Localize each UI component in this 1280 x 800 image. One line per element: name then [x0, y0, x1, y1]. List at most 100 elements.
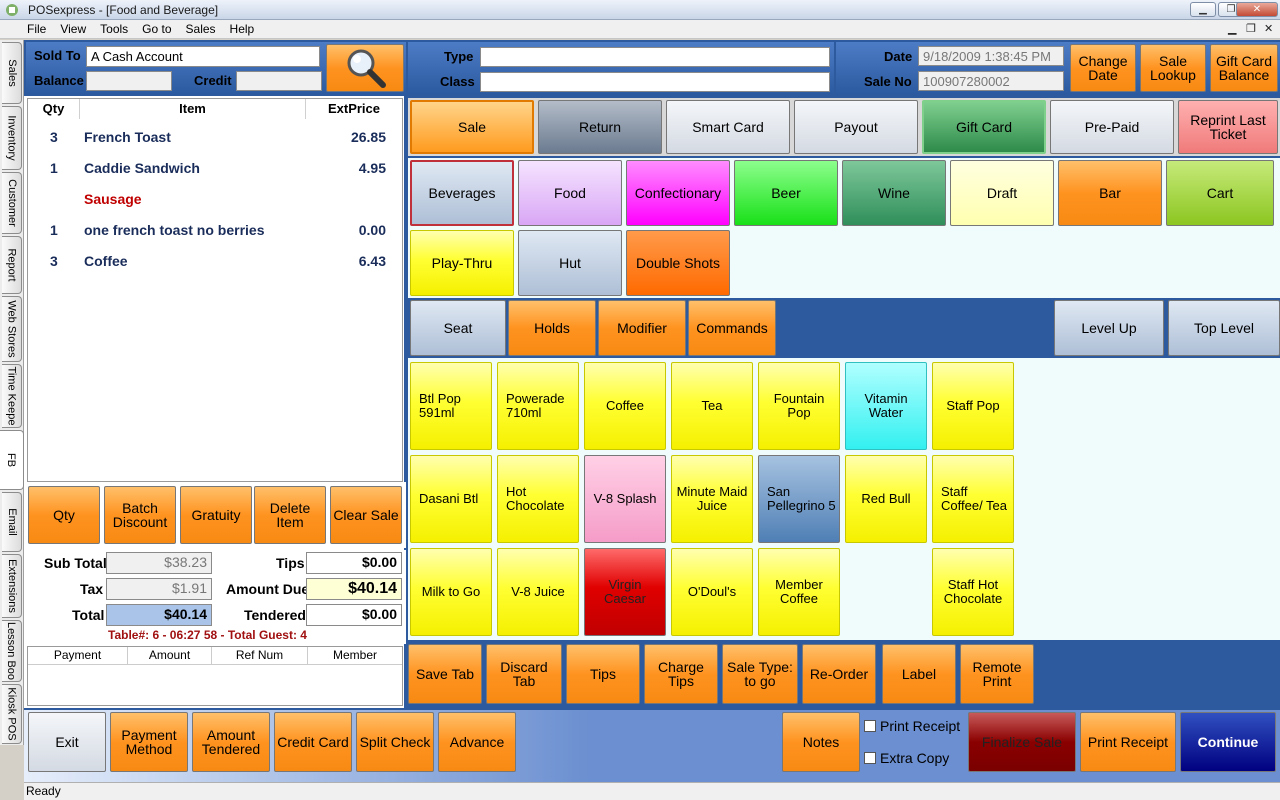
item-virgin-caesar[interactable]: Virgin Caesar: [584, 548, 666, 636]
search-button[interactable]: [326, 44, 404, 92]
side-tab-fb[interactable]: FB: [0, 430, 24, 490]
side-tab-report[interactable]: Report: [2, 236, 22, 294]
amount-tendered-button[interactable]: Amount Tendered: [192, 712, 270, 772]
notes-button[interactable]: Notes: [782, 712, 860, 772]
continue-button[interactable]: Continue: [1180, 712, 1276, 772]
item-milk-to-go[interactable]: Milk to Go: [410, 548, 492, 636]
payout-button[interactable]: Payout: [794, 100, 918, 154]
item-v8-juice[interactable]: V-8 Juice: [497, 548, 579, 636]
mdi-minimize-icon[interactable]: ▁: [1228, 23, 1237, 35]
side-tab-inventory[interactable]: Inventory: [2, 106, 22, 170]
category-wine[interactable]: Wine: [842, 160, 946, 226]
tips-button[interactable]: Tips: [566, 644, 640, 704]
top-level-button[interactable]: Top Level: [1168, 300, 1280, 356]
table-row[interactable]: 1 one french toast no berries 0.00: [50, 222, 386, 238]
qty-button[interactable]: Qty: [28, 486, 100, 544]
category-double-shots[interactable]: Double Shots: [626, 230, 730, 296]
mdi-close-icon[interactable]: ✕: [1264, 23, 1274, 35]
menu-view[interactable]: View: [60, 22, 87, 36]
category-food[interactable]: Food: [518, 160, 622, 226]
sale-lookup-button[interactable]: Sale Lookup: [1140, 44, 1206, 92]
tips-field[interactable]: $0.00: [306, 552, 402, 574]
commands-button[interactable]: Commands: [688, 300, 776, 356]
remote-print-button[interactable]: Remote Print: [960, 644, 1034, 704]
category-hut[interactable]: Hut: [518, 230, 622, 296]
side-tab-extensions[interactable]: Extensions: [2, 554, 22, 618]
advance-button[interactable]: Advance: [438, 712, 516, 772]
item-hot-chocolate[interactable]: Hot Chocolate: [497, 455, 579, 543]
category-play-thru[interactable]: Play-Thru: [410, 230, 514, 296]
minimize-icon[interactable]: ▁: [1190, 2, 1216, 17]
category-beer[interactable]: Beer: [734, 160, 838, 226]
batch-discount-button[interactable]: Batch Discount: [104, 486, 176, 544]
exit-button[interactable]: Exit: [28, 712, 106, 772]
item-san-pellegrino[interactable]: San Pellegrino 5: [758, 455, 840, 543]
credit-card-button[interactable]: Credit Card: [274, 712, 352, 772]
item-staff-hot-chocolate[interactable]: Staff Hot Chocolate: [932, 548, 1014, 636]
clear-sale-button[interactable]: Clear Sale: [330, 486, 402, 544]
seat-button[interactable]: Seat: [410, 300, 506, 356]
finalize-sale-button[interactable]: Finalize Sale: [968, 712, 1076, 772]
item-dasani[interactable]: Dasani Btl: [410, 455, 492, 543]
side-tab-customer[interactable]: Customer: [2, 172, 22, 234]
return-button[interactable]: Return: [538, 100, 662, 154]
menu-sales[interactable]: Sales: [185, 22, 216, 36]
item-fountain-pop[interactable]: Fountain Pop: [758, 362, 840, 450]
side-tab-time-keeper[interactable]: Time Keepe: [2, 364, 22, 428]
re-order-button[interactable]: Re-Order: [802, 644, 876, 704]
print-receipt-checkbox[interactable]: [864, 720, 876, 732]
item-odouls[interactable]: O'Doul's: [671, 548, 753, 636]
gratuity-button[interactable]: Gratuity: [180, 486, 252, 544]
class-field[interactable]: [480, 72, 830, 92]
side-tab-lesson-book[interactable]: Lesson Boo: [2, 620, 22, 682]
item-red-bull[interactable]: Red Bull: [845, 455, 927, 543]
label-button[interactable]: Label: [882, 644, 956, 704]
sale-button[interactable]: Sale: [410, 100, 534, 154]
category-beverages[interactable]: Beverages: [410, 160, 514, 226]
item-btl-pop[interactable]: Btl Pop 591ml: [410, 362, 492, 450]
side-tab-email[interactable]: Email: [2, 492, 22, 552]
extra-copy-checkbox[interactable]: [864, 752, 876, 764]
table-row-modifier[interactable]: Sausage: [84, 191, 142, 207]
type-field[interactable]: [480, 47, 830, 67]
item-staff-pop[interactable]: Staff Pop: [932, 362, 1014, 450]
menu-tools[interactable]: Tools: [100, 22, 129, 36]
holds-button[interactable]: Holds: [508, 300, 596, 356]
discard-tab-button[interactable]: Discard Tab: [486, 644, 562, 704]
level-up-button[interactable]: Level Up: [1054, 300, 1164, 356]
modifier-button[interactable]: Modifier: [598, 300, 686, 356]
table-row[interactable]: 3 French Toast 26.85: [50, 129, 386, 145]
category-cart[interactable]: Cart: [1166, 160, 1274, 226]
gift-card-balance-button[interactable]: Gift Card Balance: [1210, 44, 1278, 92]
save-tab-button[interactable]: Save Tab: [408, 644, 482, 704]
category-bar[interactable]: Bar: [1058, 160, 1162, 226]
side-tab-sales[interactable]: Sales: [2, 42, 22, 104]
sold-to-field[interactable]: A Cash Account: [86, 46, 320, 67]
category-confectionary[interactable]: Confectionary: [626, 160, 730, 226]
side-tab-web-stores[interactable]: Web Stores: [2, 296, 22, 362]
pre-paid-button[interactable]: Pre-Paid: [1050, 100, 1174, 154]
item-staff-coffee-tea[interactable]: Staff Coffee/ Tea: [932, 455, 1014, 543]
item-powerade[interactable]: Powerade 710ml: [497, 362, 579, 450]
menu-goto[interactable]: Go to: [142, 22, 172, 36]
reprint-last-ticket-button[interactable]: Reprint Last Ticket: [1178, 100, 1278, 154]
table-row[interactable]: 1 Caddie Sandwich 4.95: [50, 160, 386, 176]
gift-card-button[interactable]: Gift Card: [922, 100, 1046, 154]
mdi-restore-icon[interactable]: ❐: [1246, 23, 1256, 35]
payment-method-button[interactable]: Payment Method: [110, 712, 188, 772]
close-icon[interactable]: ✕: [1236, 2, 1278, 17]
table-row[interactable]: 3 Coffee 6.43: [50, 253, 386, 269]
charge-tips-button[interactable]: Charge Tips: [644, 644, 718, 704]
item-vitamin-water[interactable]: Vitamin Water: [845, 362, 927, 450]
menu-help[interactable]: Help: [229, 22, 255, 36]
tendered-field[interactable]: $0.00: [306, 604, 402, 626]
change-date-button[interactable]: Change Date: [1070, 44, 1136, 92]
split-check-button[interactable]: Split Check: [356, 712, 434, 772]
sale-type-button[interactable]: Sale Type: to go: [722, 644, 798, 704]
side-tab-kiosk-pos[interactable]: Kiosk POS: [2, 684, 22, 744]
item-member-coffee[interactable]: Member Coffee: [758, 548, 840, 636]
item-coffee[interactable]: Coffee: [584, 362, 666, 450]
item-v8-splash[interactable]: V-8 Splash: [584, 455, 666, 543]
delete-item-button[interactable]: Delete Item: [254, 486, 326, 544]
item-minute-maid[interactable]: Minute Maid Juice: [671, 455, 753, 543]
